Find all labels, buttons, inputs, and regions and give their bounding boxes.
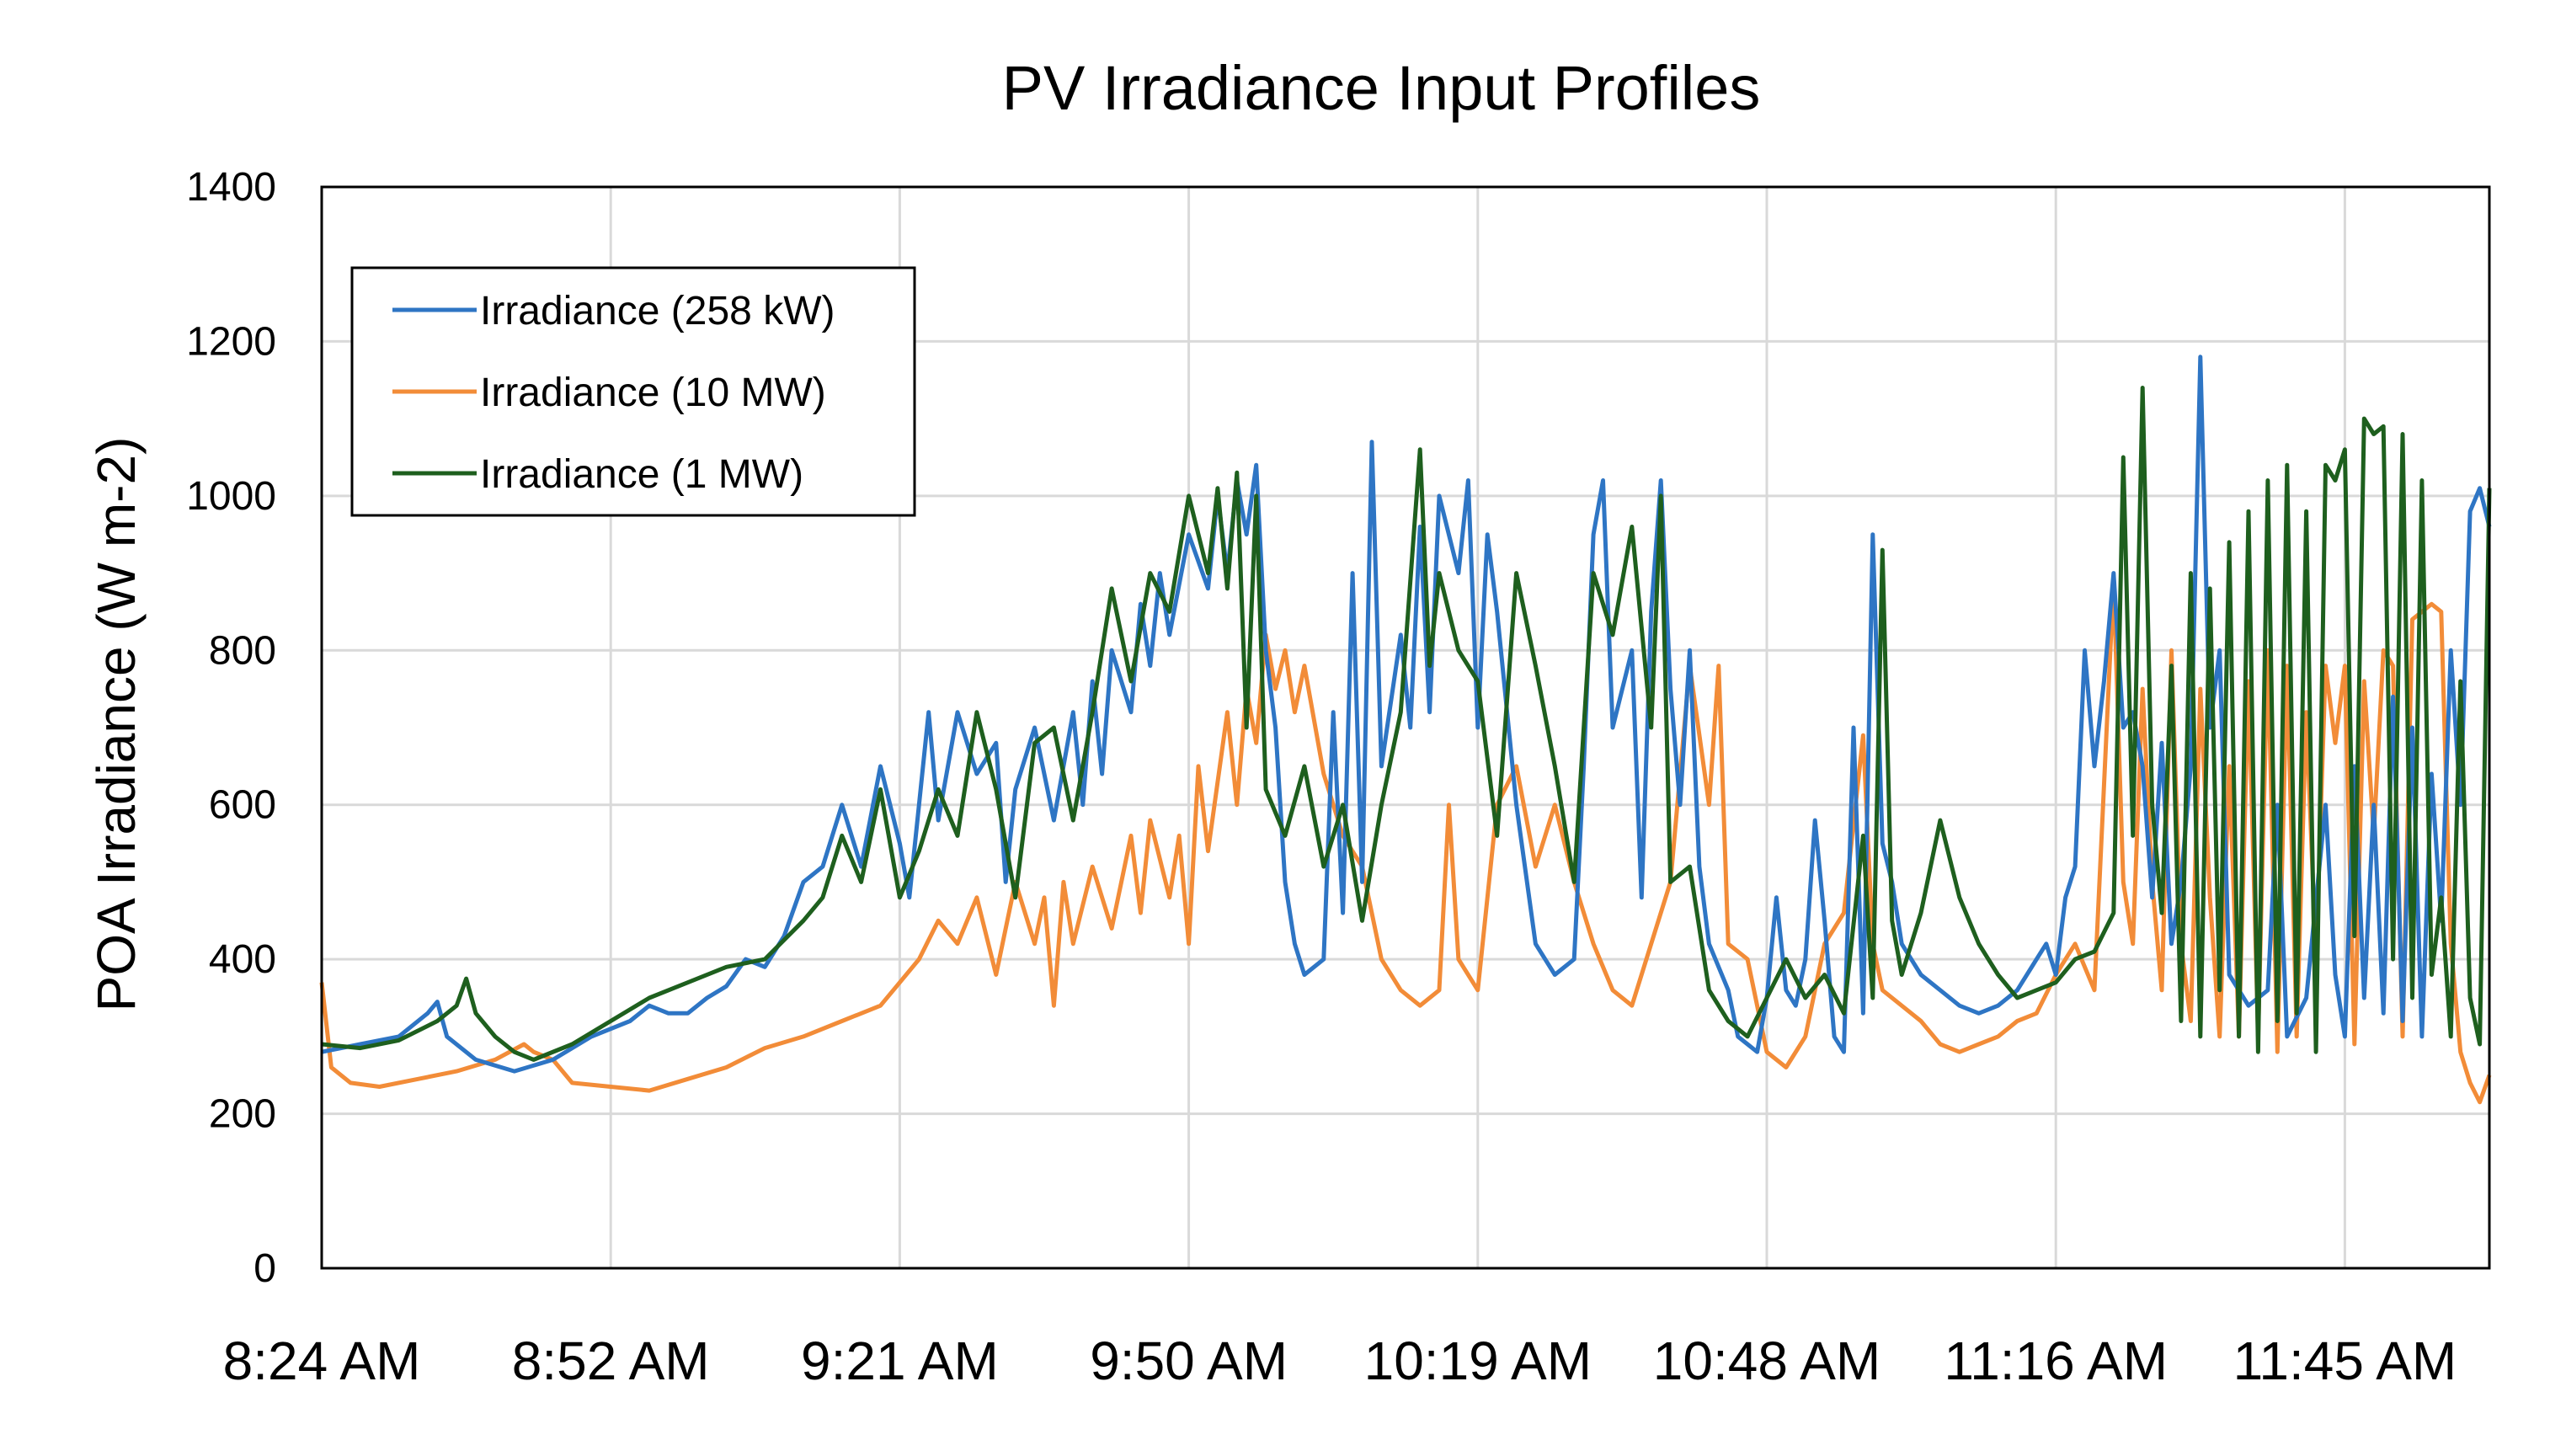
x-tick-label-2: 9:21 AM	[801, 1331, 999, 1391]
x-tick-label-5: 10:48 AM	[1653, 1331, 1880, 1391]
y-tick-label-6: 1200	[186, 319, 276, 364]
legend-label-2: Irradiance (1 MW)	[480, 452, 803, 497]
chart-title: PV Irradiance Input Profiles	[1002, 53, 1761, 123]
x-tick-label-6: 11:16 AM	[1944, 1331, 2168, 1391]
series-group	[319, 355, 2492, 1105]
plot-area-frame	[320, 185, 2491, 1270]
y-tick-label-4: 800	[209, 628, 276, 673]
x-tick-label-7: 11:45 AM	[2233, 1331, 2457, 1391]
x-tick-label-4: 10:19 AM	[1364, 1331, 1592, 1391]
x-axis-ticks: 8:24 AM 8:52 AM 9:21 AM 9:50 AM 10:19 AM 10:4…	[223, 1331, 2457, 1391]
y-tick-label-1: 200	[209, 1092, 276, 1137]
y-tick-label-2: 400	[209, 937, 276, 982]
x-tick-label-0: 8:24 AM	[223, 1331, 421, 1391]
legend-label-0: Irradiance (258 kW)	[480, 289, 835, 333]
series-line-2	[321, 386, 2492, 1062]
legend: Irradiance (258 kW) Irradiance (10 MW) Irr…	[350, 266, 916, 517]
x-tick-label-1: 8:52 AM	[512, 1331, 710, 1391]
y-axis-label: POA Irradiance (W m-2)	[86, 437, 147, 1012]
x-tick-label-3: 9:50 AM	[1090, 1331, 1288, 1391]
y-tick-label-3: 600	[209, 783, 276, 828]
y-tick-label-7: 1400	[186, 165, 276, 210]
y-axis-ticks: 0 200 400 600 800 1000 1200 1400	[186, 165, 276, 1291]
y-tick-label-0: 0	[253, 1246, 276, 1291]
legend-label-1: Irradiance (10 MW)	[480, 371, 826, 415]
y-tick-label-5: 1000	[186, 474, 276, 519]
